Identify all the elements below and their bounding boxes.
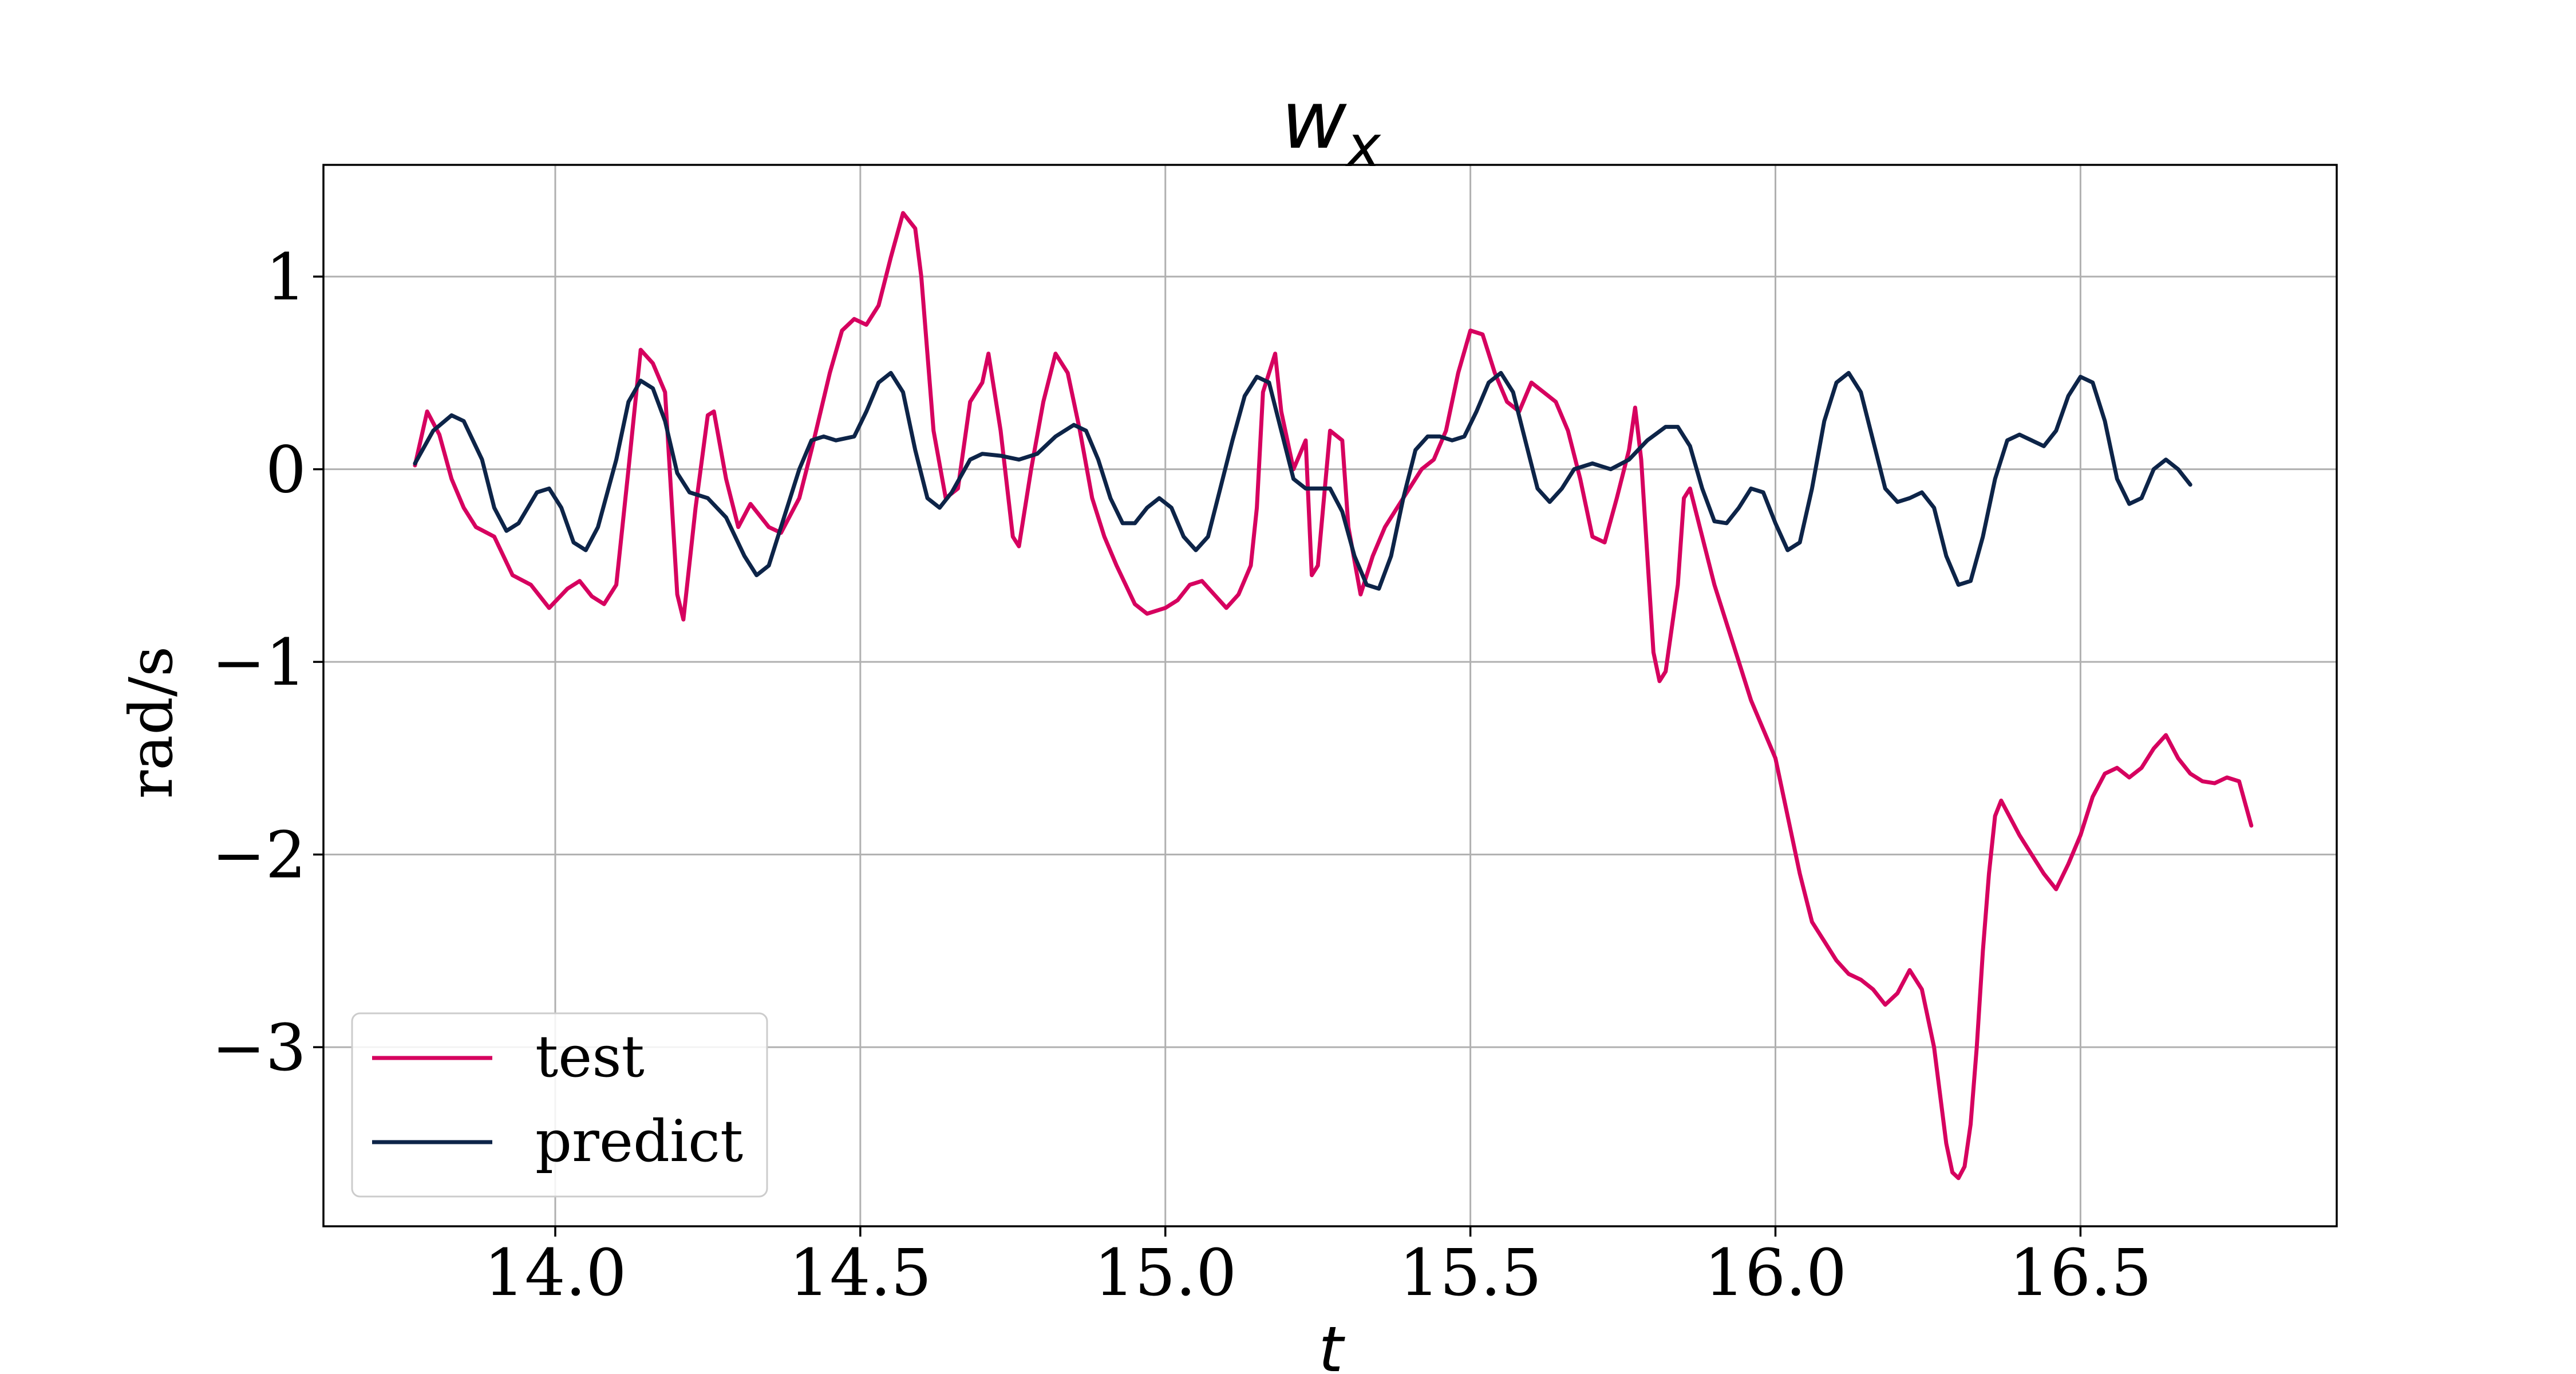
plot-frame <box>322 164 2338 1227</box>
y-tick-label: −3 <box>212 1011 306 1085</box>
y-tick-label: 0 <box>266 433 306 508</box>
y-axis-label: rad/s <box>116 646 186 799</box>
chart-title-main: w <box>1281 74 1347 167</box>
x-axis-label: t <box>1318 1313 1345 1374</box>
tick-labels: 14.0 14.5 15.0 15.5 16.0 16.5 1 0 −1 −2 −3 <box>212 240 2152 1310</box>
series-lines <box>413 211 2254 1180</box>
legend-label-test: test <box>535 1023 645 1090</box>
y-tick-label: −1 <box>212 626 306 700</box>
x-tick-label: 16.0 <box>1704 1236 1847 1310</box>
x-tick-label: 15.5 <box>1399 1236 1542 1310</box>
y-tick-label: 1 <box>266 240 306 315</box>
chart-title-subscript: x <box>1345 113 1382 180</box>
legend-label-predict: predict <box>535 1108 743 1175</box>
x-tick-label: 14.5 <box>789 1236 931 1310</box>
grid <box>323 165 2337 1226</box>
x-tick-label: 14.0 <box>484 1236 626 1310</box>
legend: test predict <box>351 1012 768 1198</box>
x-tick-label: 15.0 <box>1094 1236 1236 1310</box>
chart-title: wx <box>1281 74 1382 180</box>
y-tick-label: −2 <box>212 819 306 893</box>
series-line-predict <box>413 370 2192 591</box>
x-tick-label: 16.5 <box>2009 1236 2152 1310</box>
series-line-test <box>413 211 2254 1180</box>
ticks <box>313 275 2082 1237</box>
